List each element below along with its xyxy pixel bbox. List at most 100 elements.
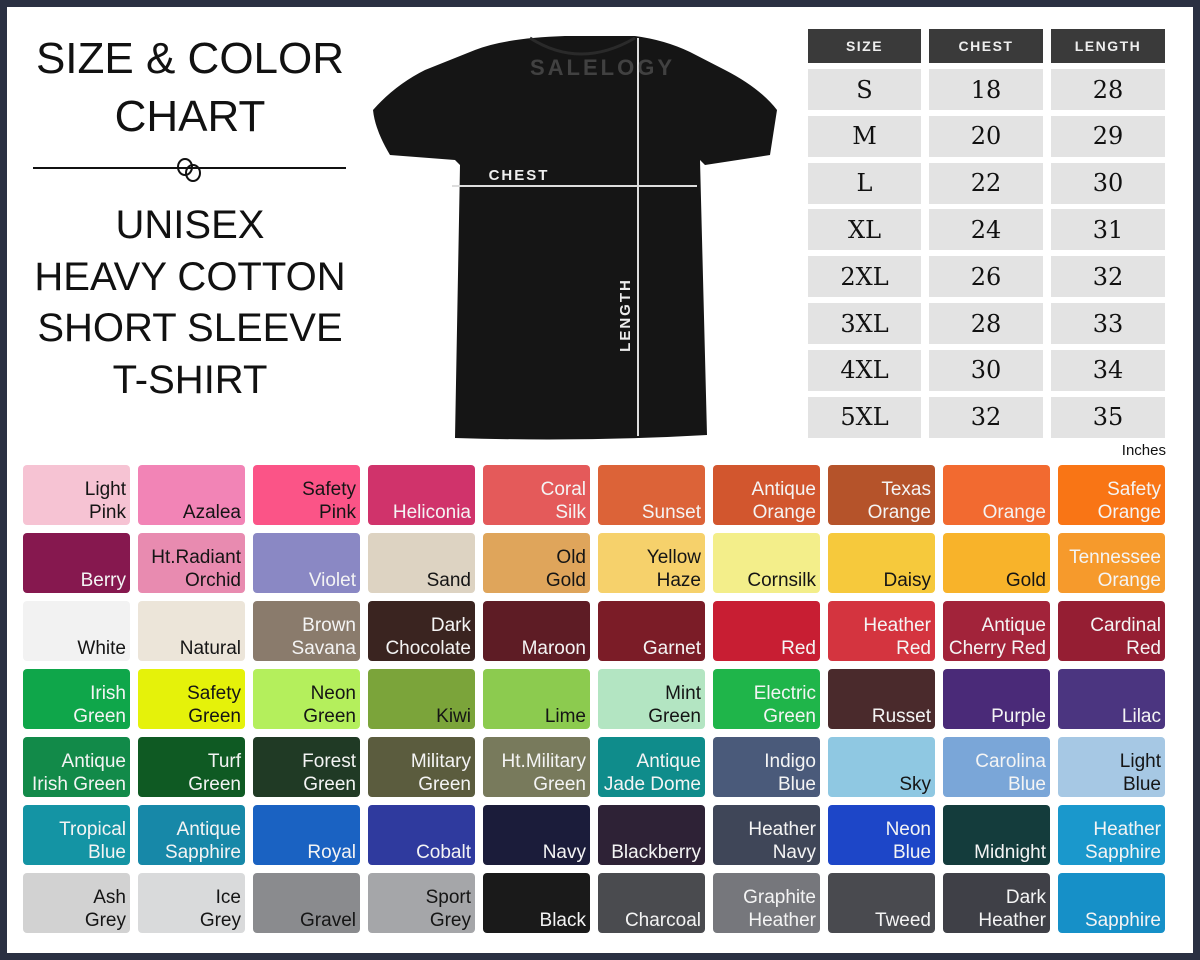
color-swatch: Heather Red: [828, 601, 935, 661]
size-cell: 22: [929, 162, 1043, 204]
color-name: Tennessee Orange: [1069, 547, 1161, 591]
size-cell: 4XL: [808, 349, 921, 391]
color-swatch: Black: [483, 873, 590, 933]
color-swatch: Navy: [483, 805, 590, 865]
color-swatch: Sport Grey: [368, 873, 475, 933]
color-swatch: Gravel: [253, 873, 360, 933]
color-name: White: [77, 638, 126, 659]
color-swatch: Russet: [828, 669, 935, 729]
heading-line-1: SIZE & COLOR: [35, 34, 345, 83]
color-swatch: Cornsilk: [713, 533, 820, 593]
color-name: Midnight: [974, 842, 1046, 863]
color-name: Safety Orange: [1097, 479, 1161, 523]
color-name: Brown Savana: [291, 615, 356, 659]
color-name: Gold: [1005, 570, 1046, 591]
color-name: Sport Grey: [425, 887, 471, 931]
color-swatch: Texas Orange: [828, 465, 935, 525]
color-swatch: Antique Sapphire: [138, 805, 245, 865]
color-swatch: Violet: [253, 533, 360, 593]
color-name: Safety Green: [187, 683, 241, 727]
product-line-4: T-SHIRT: [112, 358, 268, 402]
size-cell: 24: [929, 209, 1043, 251]
color-name: Coral Silk: [540, 479, 586, 523]
tshirt-shape: [373, 36, 777, 440]
color-swatch: Graphite Heather: [713, 873, 820, 933]
color-swatch: Irish Green: [23, 669, 130, 729]
color-name: Antique Cherry Red: [948, 615, 1046, 659]
color-name: Kiwi: [436, 706, 471, 727]
color-name: Antique Sapphire: [164, 819, 241, 863]
size-cell: M: [808, 115, 921, 157]
color-swatch: Indigo Blue: [713, 737, 820, 797]
tshirt-image: CHEST LENGTH: [373, 36, 777, 440]
color-swatch: Neon Blue: [828, 805, 935, 865]
color-swatch: Yellow Haze: [598, 533, 705, 593]
color-swatch: Mint Green: [598, 669, 705, 729]
color-swatch: Tropical Blue: [23, 805, 130, 865]
color-swatch: Antique Irish Green: [23, 737, 130, 797]
color-swatch: Ash Grey: [23, 873, 130, 933]
color-name: Cardinal Red: [1090, 615, 1161, 659]
color-name: Lime: [544, 706, 586, 727]
color-name: Sapphire: [1084, 910, 1161, 931]
color-swatch: Lime: [483, 669, 590, 729]
color-name: Sand: [426, 570, 471, 591]
color-name: Indigo Blue: [764, 751, 816, 795]
size-cell: 31: [1051, 209, 1165, 251]
color-name: Yellow Haze: [646, 547, 701, 591]
color-swatch: Dark Heather: [943, 873, 1050, 933]
product-line-1: UNISEX: [115, 203, 265, 247]
color-name: Lilac: [1121, 706, 1161, 727]
color-swatch: Lilac: [1058, 669, 1165, 729]
color-name: Orange: [982, 502, 1046, 523]
size-cell: 29: [1051, 115, 1165, 157]
units-label: Inches: [1121, 442, 1166, 459]
size-cell: 32: [929, 396, 1043, 438]
size-cell: 3XL: [808, 303, 921, 344]
color-name: Cobalt: [416, 842, 471, 863]
color-name: Purple: [991, 706, 1046, 727]
color-swatch: Natural: [138, 601, 245, 661]
color-swatch: Neon Green: [253, 669, 360, 729]
color-name: Red: [781, 638, 816, 659]
color-swatch: Red: [713, 601, 820, 661]
color-name: Heather Navy: [748, 819, 816, 863]
color-name: Cornsilk: [747, 570, 816, 591]
color-name: Carolina Blue: [975, 751, 1046, 795]
color-name: Sunset: [641, 502, 701, 523]
color-name: Antique Orange: [751, 479, 816, 523]
size-cell: 28: [1051, 69, 1165, 110]
color-swatch: Old Gold: [483, 533, 590, 593]
color-name: Heather Sapphire: [1084, 819, 1161, 863]
color-swatch: Cardinal Red: [1058, 601, 1165, 661]
header-size: SIZE: [808, 29, 921, 63]
color-swatch: Forest Green: [253, 737, 360, 797]
color-name: Heather Red: [863, 615, 931, 659]
color-name: Texas Orange: [867, 479, 931, 523]
color-swatch: Charcoal: [598, 873, 705, 933]
color-name: Military Green: [410, 751, 471, 795]
color-name: Antique Irish Green: [32, 751, 126, 795]
color-swatch: Sunset: [598, 465, 705, 525]
color-name: Ht.Military Green: [501, 751, 586, 795]
chest-label: CHEST: [489, 167, 550, 184]
color-name: Berry: [80, 570, 126, 591]
color-swatch: Military Green: [368, 737, 475, 797]
color-name: Turf Green: [188, 751, 241, 795]
size-cell: 32: [1051, 256, 1165, 298]
color-swatch: Sapphire: [1058, 873, 1165, 933]
size-cell: 30: [929, 349, 1043, 391]
color-name: Neon Green: [303, 683, 356, 727]
color-swatch: Garnet: [598, 601, 705, 661]
color-swatch: Ht.Radiant Orchid: [138, 533, 245, 593]
color-swatch: Electric Green: [713, 669, 820, 729]
color-swatch: Turf Green: [138, 737, 245, 797]
color-name: Mint Green: [648, 683, 701, 727]
color-swatch: Coral Silk: [483, 465, 590, 525]
color-name: Azalea: [182, 502, 241, 523]
size-cell: 33: [1051, 303, 1165, 344]
color-swatch: Tweed: [828, 873, 935, 933]
size-cell: XL: [808, 209, 921, 251]
color-name: Dark Heather: [978, 887, 1046, 931]
color-swatch: Midnight: [943, 805, 1050, 865]
